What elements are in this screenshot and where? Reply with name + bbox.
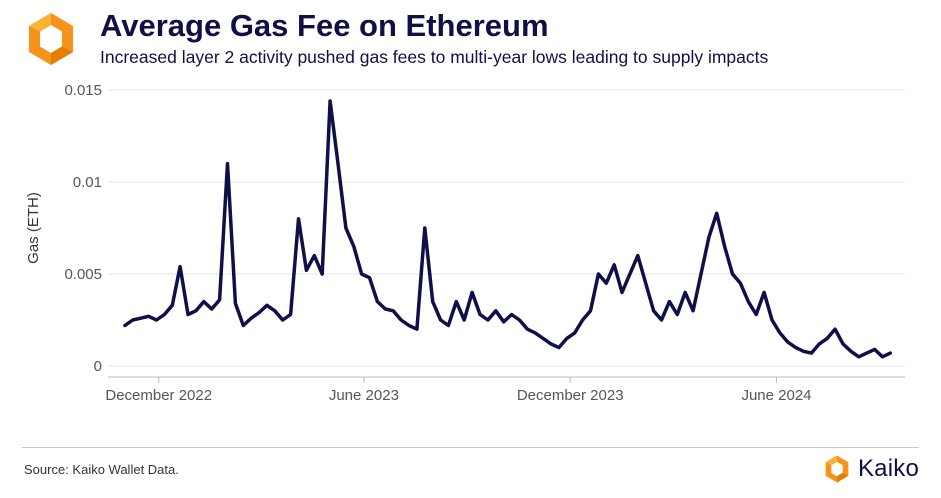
series-line-gas-fee — [123, 99, 893, 359]
y-tick-label: 0.005 — [64, 266, 102, 283]
x-tick-label: June 2023 — [329, 387, 399, 404]
x-tick-label: June 2024 — [741, 387, 811, 404]
kaiko-logo-icon — [22, 10, 80, 68]
y-tick-label: 0.015 — [64, 82, 102, 99]
y-tick-label: 0 — [94, 358, 102, 375]
footer-divider — [22, 447, 919, 448]
kaiko-brand-icon — [825, 455, 849, 483]
brand-name: Kaiko — [857, 455, 919, 482]
x-tick-label: December 2023 — [517, 387, 624, 404]
chart-subtitle: Increased layer 2 activity pushed gas fe… — [100, 47, 769, 67]
source-note: Source: Kaiko Wallet Data. — [24, 462, 179, 477]
x-tick-label: December 2022 — [105, 387, 212, 404]
chart-title: Average Gas Fee on Ethereum — [100, 8, 549, 43]
y-tick-label: 0.01 — [73, 174, 102, 191]
y-axis-title: Gas (ETH) — [25, 192, 42, 264]
footer-brand: Kaiko — [822, 454, 919, 484]
